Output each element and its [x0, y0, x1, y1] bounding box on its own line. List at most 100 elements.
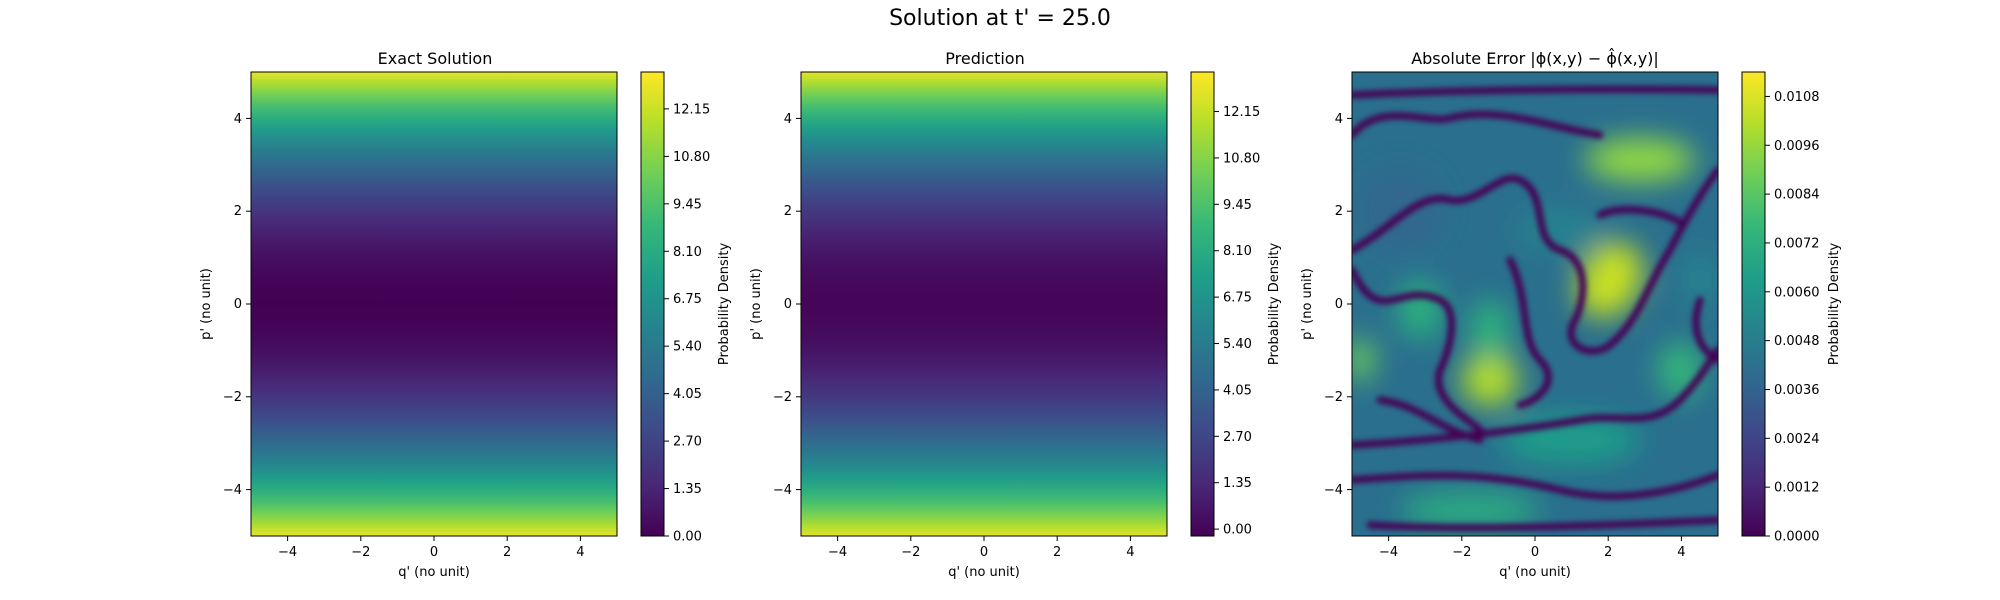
colorbar-tick-label: 0.0060 — [1774, 285, 1820, 300]
svg-text:4: 4 — [1677, 545, 1685, 560]
colorbar-tick-label: 0.0048 — [1774, 334, 1820, 349]
colorbar-tick-label: 1.35 — [1223, 476, 1252, 491]
colorbar-tick: 2.70 — [1214, 430, 1252, 445]
colorbar-tick-label: 0.0000 — [1774, 530, 1820, 545]
colorbar-tick-label: 2.70 — [673, 435, 702, 450]
x-tick: 0 — [980, 536, 988, 560]
colorbar-tick-label: 0.0084 — [1774, 188, 1820, 203]
colorbar-tick: 5.40 — [1214, 337, 1252, 352]
colorbar-tick: 0.00 — [664, 530, 702, 545]
heatmap-error — [1352, 72, 1718, 536]
svg-text:0: 0 — [1531, 545, 1539, 560]
y-tick: 4 — [234, 112, 251, 127]
colorbar-tick: 10.80 — [664, 150, 710, 165]
colorbar-tick-label: 5.40 — [673, 340, 702, 355]
colorbar-ticks-exact: 0.00 1.35 2.70 4.05 5.40 6.75 8.10 9.45 10.80 12.… — [664, 102, 710, 545]
colorbar-tick: 12.15 — [664, 102, 710, 117]
x-tick: −4 — [1379, 536, 1398, 560]
svg-text:4: 4 — [1335, 112, 1343, 127]
svg-text:−4: −4 — [1379, 545, 1398, 560]
colorbar-tick: 1.35 — [1214, 476, 1252, 491]
colorbar-tick: 8.10 — [664, 245, 702, 260]
colorbar-tick: 0.0036 — [1765, 383, 1820, 398]
figure-title: Solution at t' = 25.0 — [889, 6, 1111, 31]
colorbar-tick: 9.45 — [664, 197, 702, 212]
colorbar-tick-label: 0.00 — [673, 530, 702, 545]
colorbar-tick-label: 2.70 — [1223, 430, 1252, 445]
y-tick: −4 — [773, 483, 801, 498]
colorbar-label-error: Probability Density — [1827, 243, 1842, 366]
x-axis-label-exact: q' (no unit) — [398, 565, 470, 580]
colorbar-tick-label: 9.45 — [1223, 198, 1252, 213]
colorbar-tick-label: 4.05 — [673, 387, 702, 402]
x-tick: 2 — [1053, 536, 1061, 560]
y-tick: 0 — [234, 297, 251, 312]
panel-prediction: Prediction −4 −2 0 2 4 −4 −2 0 2 4 q' (n… — [749, 49, 1282, 580]
svg-text:2: 2 — [1053, 545, 1061, 560]
svg-text:−2: −2 — [773, 390, 792, 405]
svg-text:−2: −2 — [1324, 390, 1343, 405]
svg-text:−4: −4 — [773, 483, 792, 498]
x-ticks-exact: −4 −2 0 2 4 — [278, 536, 585, 560]
y-tick: −2 — [773, 390, 801, 405]
colorbar-tick-label: 9.45 — [673, 197, 702, 212]
x-axis-label-error: q' (no unit) — [1499, 565, 1571, 580]
y-tick: 4 — [1335, 112, 1352, 127]
colorbar-tick-label: 6.75 — [1223, 291, 1252, 306]
svg-text:0: 0 — [430, 545, 438, 560]
colorbar-exact — [640, 71, 665, 537]
y-ticks-exact: −4 −2 0 2 4 — [223, 112, 251, 498]
panel-title-error: Absolute Error |ϕ(x,y) − ϕ̂(x,y)| — [1411, 48, 1659, 68]
x-ticks-error: −4 −2 0 2 4 — [1379, 536, 1686, 560]
svg-text:0: 0 — [234, 297, 242, 312]
colorbar-tick-label: 6.75 — [673, 292, 702, 307]
x-tick: 4 — [1677, 536, 1686, 560]
svg-text:−2: −2 — [351, 545, 370, 560]
colorbar-tick-label: 0.0012 — [1774, 481, 1820, 496]
x-tick: 2 — [1604, 536, 1612, 560]
svg-text:−2: −2 — [1452, 545, 1471, 560]
colorbar-tick-label: 10.80 — [673, 150, 710, 165]
heatmap-prediction — [801, 72, 1167, 536]
colorbar-tick-label: 12.15 — [1223, 105, 1260, 120]
x-tick: −2 — [1452, 536, 1471, 560]
svg-text:−4: −4 — [828, 545, 847, 560]
panel-title-prediction: Prediction — [945, 49, 1024, 68]
svg-text:2: 2 — [1604, 545, 1612, 560]
colorbar-label-prediction: Probability Density — [1267, 243, 1282, 366]
x-ticks-prediction: −4 −2 0 2 4 — [828, 536, 1135, 560]
y-tick: 0 — [784, 297, 801, 312]
colorbar-tick: 0.0048 — [1765, 334, 1820, 349]
colorbar-tick-label: 0.00 — [1223, 523, 1252, 538]
colorbar-tick: 6.75 — [1214, 291, 1252, 306]
x-tick: −4 — [828, 536, 847, 560]
svg-text:−2: −2 — [223, 390, 242, 405]
svg-text:4: 4 — [576, 545, 584, 560]
y-tick: 2 — [784, 204, 801, 219]
colorbar-tick-label: 0.0072 — [1774, 236, 1820, 251]
svg-text:2: 2 — [503, 545, 511, 560]
colorbar-tick: 0.0024 — [1765, 432, 1820, 447]
y-tick: −2 — [1324, 390, 1352, 405]
colorbar-tick: 0.0012 — [1765, 481, 1820, 496]
x-tick: 0 — [1531, 536, 1539, 560]
heatmap-exact — [251, 72, 617, 536]
y-tick: 2 — [234, 204, 251, 219]
colorbar-tick: 10.80 — [1214, 151, 1260, 166]
colorbar-error — [1741, 71, 1766, 537]
colorbar-tick: 0.0060 — [1765, 285, 1820, 300]
colorbar-tick: 0.0072 — [1765, 236, 1820, 251]
svg-text:0: 0 — [784, 297, 792, 312]
y-axis-label-prediction: p' (no unit) — [749, 268, 764, 340]
colorbar-ticks-error: 0.0000 0.0012 0.0024 0.0036 0.0048 0.0060 0.00… — [1765, 90, 1820, 545]
y-tick: 2 — [1335, 204, 1352, 219]
svg-text:4: 4 — [234, 112, 242, 127]
colorbar-tick: 4.05 — [1214, 383, 1252, 398]
colorbar-tick-label: 8.10 — [673, 245, 702, 260]
colorbar-tick-label: 0.0024 — [1774, 432, 1820, 447]
colorbar-tick: 0.0084 — [1765, 188, 1820, 203]
colorbar-tick-label: 10.80 — [1223, 151, 1260, 166]
x-axis-label-prediction: q' (no unit) — [948, 565, 1020, 580]
panel-title-exact: Exact Solution — [378, 49, 493, 68]
